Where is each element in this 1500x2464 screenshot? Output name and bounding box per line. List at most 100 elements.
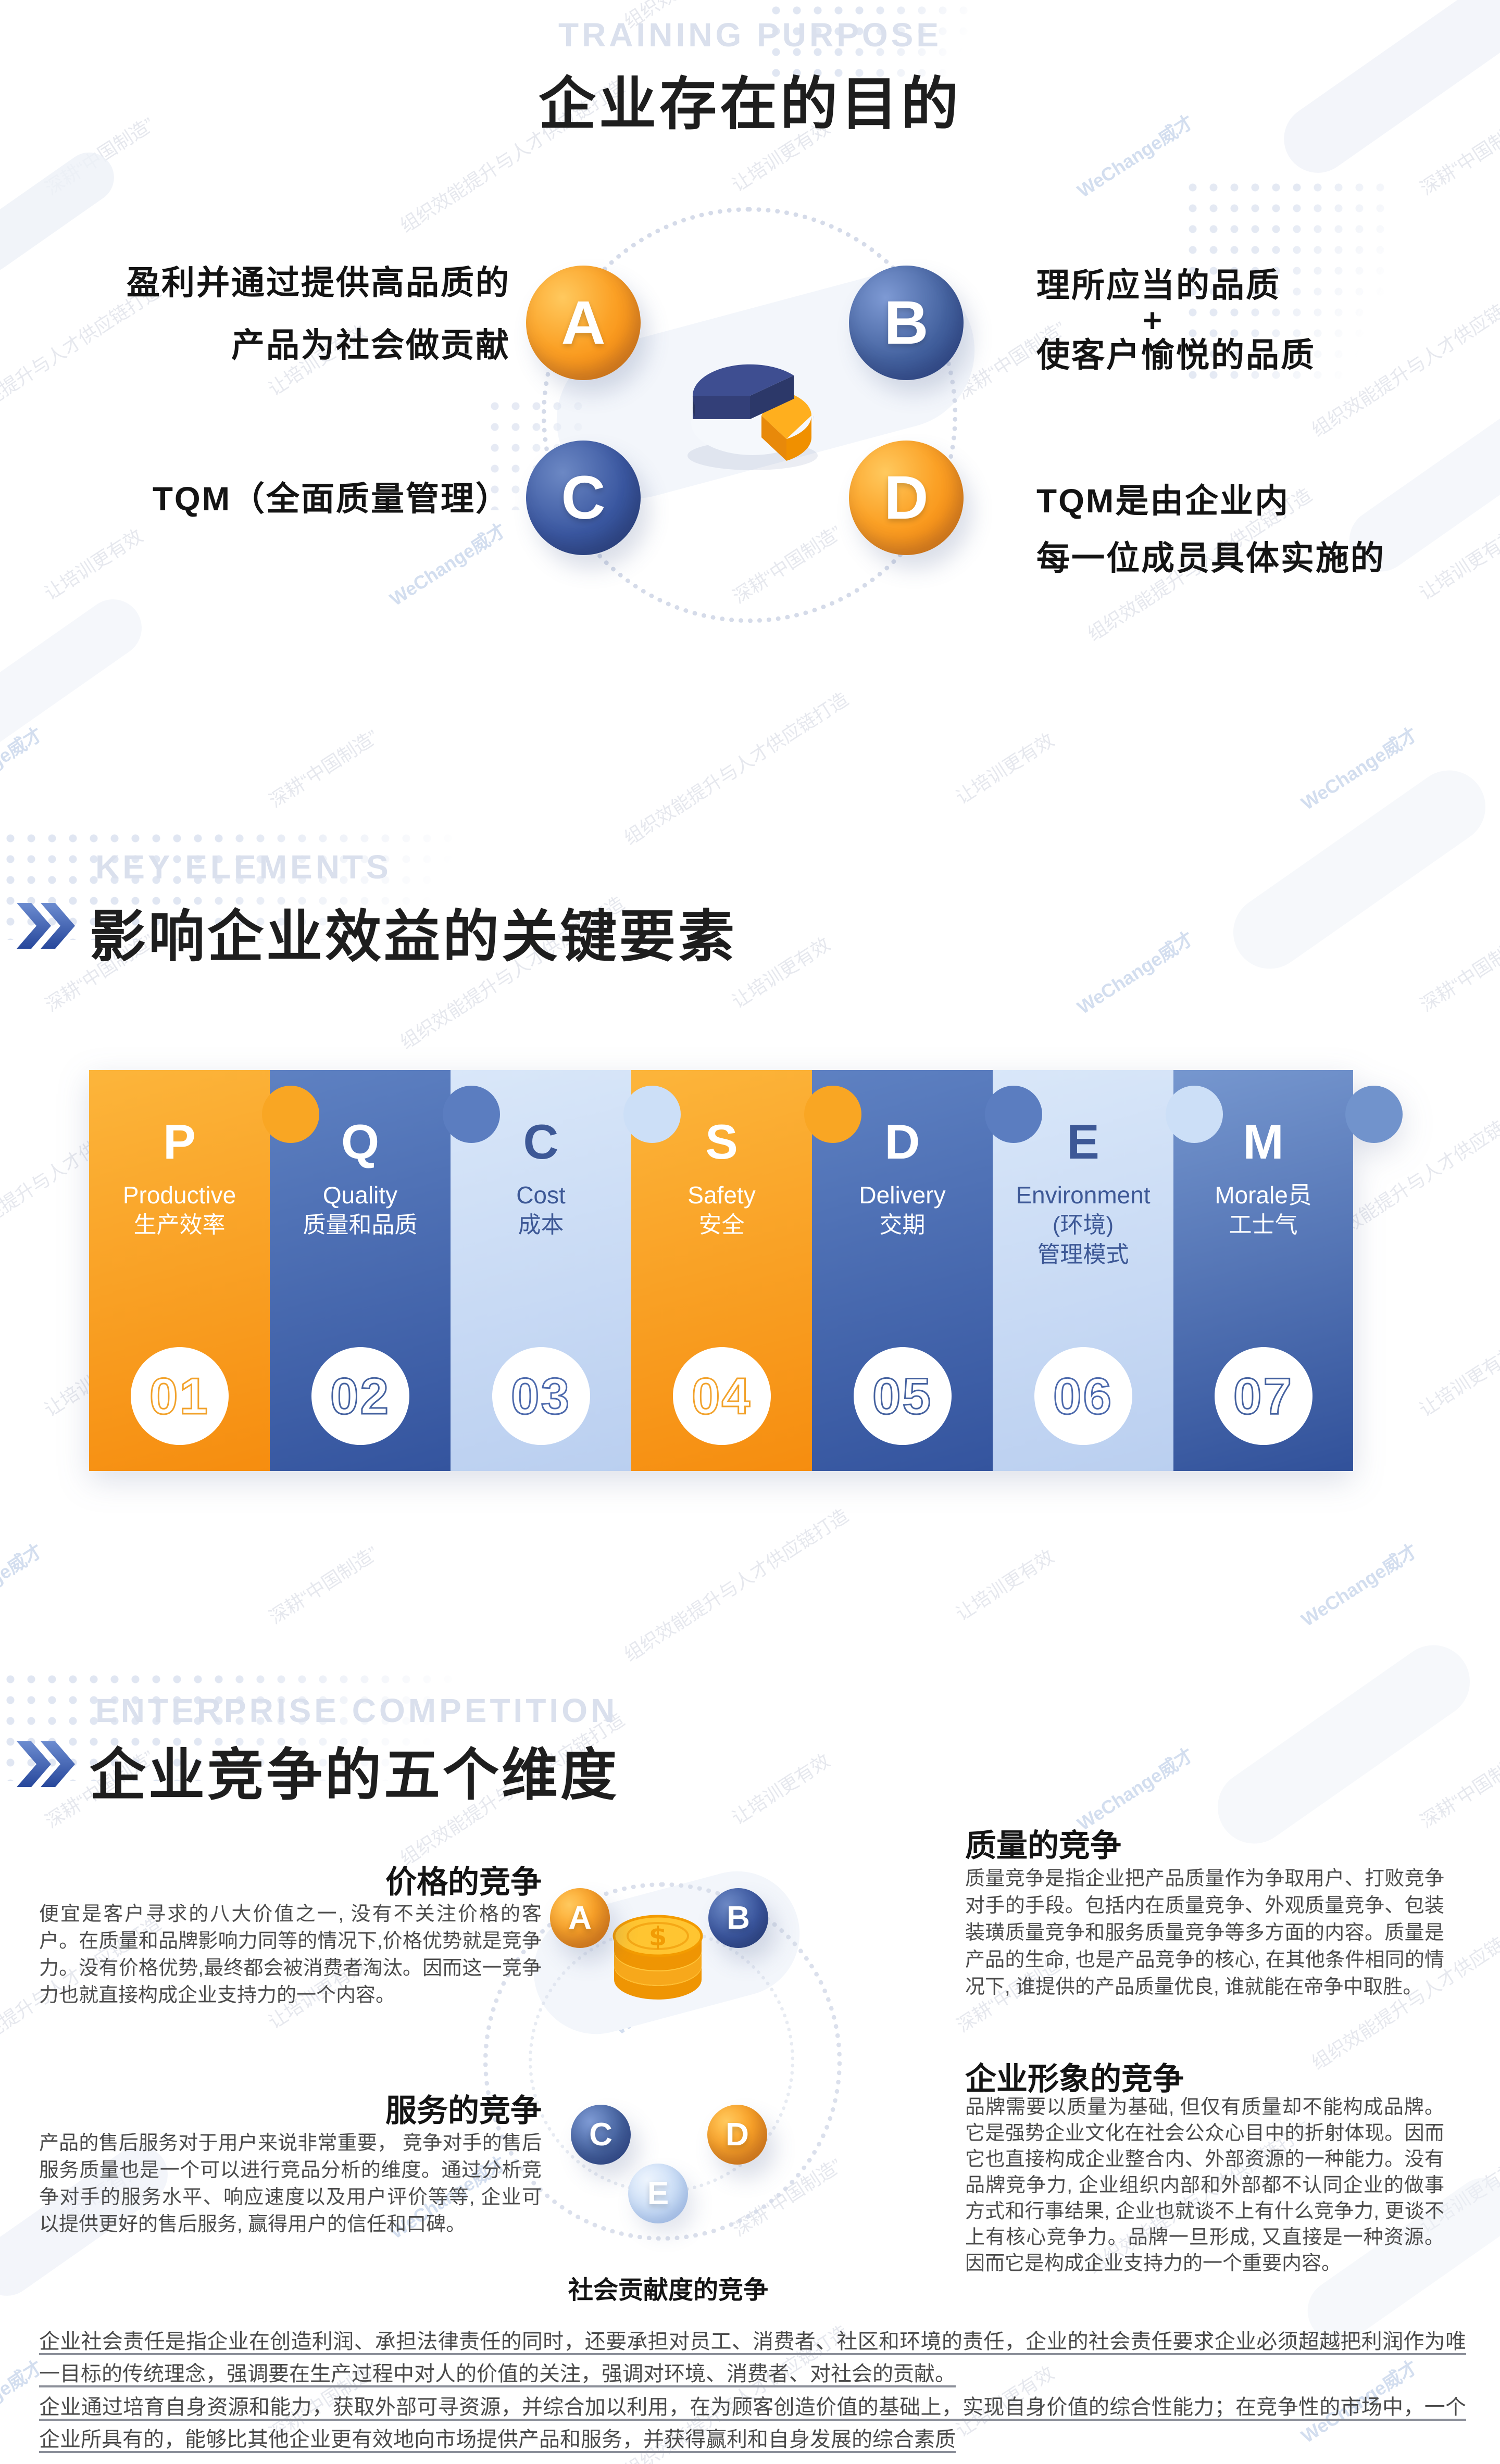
piece-c-letter: C [523, 1114, 559, 1169]
text-a-line1: 盈利并通过提供高品质的 [127, 264, 510, 301]
circle-c-letter: C [561, 463, 606, 532]
piece-s-zh: 安全 [698, 1212, 745, 1238]
watermark-text: 让培训更有效 [952, 1545, 1058, 1625]
quality-body: 质量竞争是指企业把产品质量作为争取用户、打败竞争对手的手段。包括内在质量竞争、外… [965, 1868, 1444, 1998]
dot-pattern [766, 0, 990, 78]
text-b-line1: 理所应当的品质 [1036, 267, 1281, 304]
coins-illustration: $ [602, 1904, 714, 2008]
dot-pattern [1182, 177, 1391, 385]
piece-e-en: Environment [1016, 1181, 1151, 1209]
capsule-shape [0, 588, 153, 761]
section2-title: 影响企业效益的关键要素 [90, 905, 738, 968]
capsule-shape [0, 143, 124, 282]
dimension-circle-d: D [707, 2105, 767, 2165]
dimension-circle-a: A [550, 1888, 610, 1948]
dimension-a-letter: A [568, 1900, 592, 1936]
watermark-text: 深耕“中国制造” [1416, 1746, 1500, 1832]
piece-e-letter: E [1067, 1114, 1099, 1169]
piece-p-number: 01 [130, 1347, 229, 1445]
dimension-circle-e: E [628, 2164, 688, 2223]
piece-c-zh: 成本 [518, 1212, 564, 1238]
watermark-text: WeChange威才 [1297, 1539, 1422, 1631]
piece-p-letter: P [163, 1114, 196, 1169]
circle-a-letter: A [561, 288, 606, 357]
piece-m-number: 07 [1214, 1347, 1312, 1445]
section2-eyebrow: KEY ELEMENTS [95, 848, 392, 886]
puzzle-piece-s: S Safety 安全 04 [631, 1070, 812, 1471]
piece-s-en: Safety [688, 1181, 756, 1209]
piece-e-number: 06 [1034, 1347, 1132, 1445]
puzzle-knob [1345, 1086, 1403, 1143]
piece-q-number: 02 [311, 1347, 409, 1445]
text-b-plus: + [1142, 301, 1164, 339]
dotted-ring [542, 207, 957, 623]
dimension-c-letter: C [589, 2117, 612, 2153]
price-body: 便宜是客户寻求的八大价值之一, 没有不关注价格的客户。在质量和品牌影响力同等的情… [39, 1903, 542, 2006]
watermark-text: 让培训更有效 [728, 1750, 834, 1829]
text-c: TQM（全面质量管理） [152, 480, 510, 518]
watermark-text: 组织效能提升与人才供应链打造 [620, 688, 852, 849]
piece-m-en: Morale员 [1215, 1181, 1312, 1209]
dimension-e-letter: E [647, 2176, 669, 2211]
puzzle-knob [623, 1086, 681, 1143]
watermark-text: WeChange威才 [1073, 927, 1198, 1019]
image-body: 品牌需要以质量为基础, 但仅有质量却不能构成品牌。它是强势企业文化在社会公众心目… [965, 2096, 1444, 2274]
puzzle-knob [985, 1086, 1042, 1143]
piece-s-number-text: 04 [691, 1366, 752, 1425]
text-a-line2: 产品为社会做贡献 [231, 326, 510, 364]
dotted-ring [483, 1882, 842, 2241]
text-d-line1: TQM是由企业内 [1036, 482, 1290, 520]
puzzle-knob [262, 1086, 319, 1143]
dimension-circle-c: C [571, 2105, 631, 2165]
footer-paragraph-1: 企业社会责任是指企业在创造利润、承担法律责任的同时，还要承担对员工、消费者、社区… [39, 2330, 1466, 2385]
watermark-text: WeChange威才 [0, 1539, 47, 1631]
puzzle-piece-p: P Productive 生产效率 01 [89, 1070, 270, 1471]
watermark-text: 让培训更有效 [952, 729, 1058, 809]
piece-e-zh: (环境) [1052, 1212, 1114, 1238]
pie-chart-illustration [672, 333, 839, 479]
dimension-b-letter: B [727, 1900, 750, 1936]
dimension-circle-b: B [708, 1888, 768, 1948]
text-d: TQM是由企业内 每一位成员具体实施的 [1036, 483, 1453, 576]
watermark-text: 让培训更有效 [728, 933, 834, 1013]
svg-text:$: $ [649, 1921, 667, 1952]
piece-p-en: Productive [122, 1181, 236, 1209]
double-chevron-icon [15, 901, 77, 951]
piece-q-en: Quality [322, 1181, 398, 1209]
section1-eyebrow: TRAINING PURPOSE [558, 16, 942, 54]
price-heading: 价格的竞争 [385, 1865, 542, 1900]
watermark-text: WeChange威才 [385, 519, 510, 610]
piece-d-zh: 交期 [879, 1212, 926, 1238]
dot-pattern [0, 828, 500, 940]
text-d-line2: 每一位成员具体实施的 [1036, 539, 1385, 577]
capsule-shape [1219, 756, 1500, 983]
text-b-line2: 使客户愉悦的品质 [1036, 336, 1316, 374]
section3-title: 企业竞争的五个维度 [90, 1743, 620, 1806]
piece-p-zh: 生产效率 [133, 1212, 226, 1238]
piece-d-number-text: 05 [871, 1366, 932, 1425]
circle-b: B [849, 266, 964, 380]
image-heading: 企业形象的竞争 [965, 2061, 1184, 2096]
section3-eyebrow: ENTERPRISE COMPETITION [95, 1692, 618, 1729]
watermark-text: 让培训更有效 [1415, 1341, 1500, 1421]
watermark-text: 组织效能提升与人才供应链打造 [620, 1504, 852, 1666]
watermark-text: 深耕“中国制造” [265, 1542, 382, 1628]
text-a: 盈利并通过提供高品质的 产品为社会做贡献 [63, 265, 510, 363]
piece-d-number: 05 [853, 1347, 952, 1445]
piece-e-zh2: 管理模式 [1037, 1242, 1129, 1267]
dot-pattern [0, 1669, 500, 1781]
watermark-text: 让培训更有效 [40, 525, 147, 605]
piece-c-number-text: 03 [510, 1366, 571, 1425]
piece-q-zh: 质量和品质 [303, 1212, 418, 1238]
puzzle-piece-q: Q Quality 质量和品质 02 [270, 1070, 451, 1471]
piece-c-number: 03 [492, 1347, 590, 1445]
service-heading: 服务的竞争 [385, 2093, 542, 2128]
dimension-d-letter: D [726, 2117, 749, 2153]
circle-c: C [526, 441, 641, 555]
piece-d-letter: D [884, 1114, 920, 1169]
circle-d-letter: D [884, 463, 929, 532]
piece-d-en: Delivery [859, 1181, 946, 1209]
section1-title: 企业存在的目的 [539, 72, 961, 136]
piece-c-en: Cost [516, 1181, 566, 1209]
piece-m-number-text: 07 [1232, 1366, 1293, 1425]
